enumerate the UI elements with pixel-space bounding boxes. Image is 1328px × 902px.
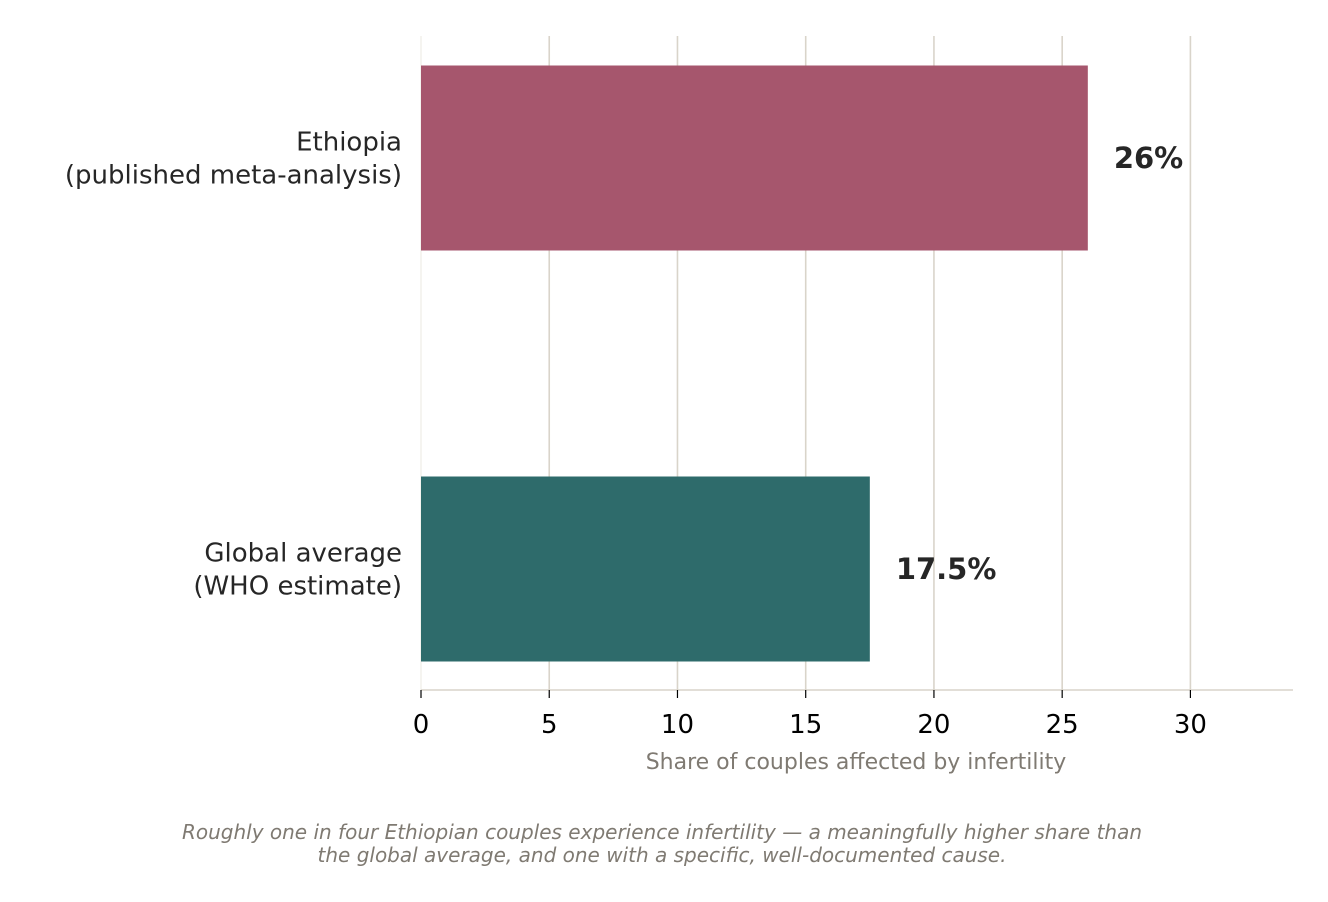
category-label: (WHO estimate) xyxy=(193,572,402,602)
x-tick-label: 0 xyxy=(413,710,430,740)
x-tick-label: 25 xyxy=(1046,710,1079,740)
data-label: 17.5% xyxy=(896,552,997,586)
x-tick-label: 10 xyxy=(661,710,694,740)
data-labels: 26% 17.5% xyxy=(896,141,1183,586)
bar xyxy=(421,476,870,662)
category-label: Ethiopia xyxy=(296,128,402,158)
caption-line-1: Roughly one in four Ethiopian couples ex… xyxy=(182,820,1142,844)
x-axis-title: Share of couples affected by infertility xyxy=(646,750,1067,775)
category-label: Global average xyxy=(204,539,402,569)
caption-line-2: the global average, and one with a speci… xyxy=(318,843,1007,867)
x-tick-label: 15 xyxy=(789,710,822,740)
x-tick-label: 30 xyxy=(1174,710,1207,740)
bars xyxy=(421,65,1088,662)
x-tick-label: 20 xyxy=(917,710,950,740)
category-labels: Ethiopia(published meta-analysis) Global … xyxy=(65,128,402,602)
x-tick-label: 5 xyxy=(541,710,558,740)
x-axis: 0 5 10 15 20 25 30 xyxy=(413,689,1293,740)
data-label: 26% xyxy=(1114,141,1183,175)
category-label: (published meta-analysis) xyxy=(65,161,402,191)
bar xyxy=(421,65,1088,251)
